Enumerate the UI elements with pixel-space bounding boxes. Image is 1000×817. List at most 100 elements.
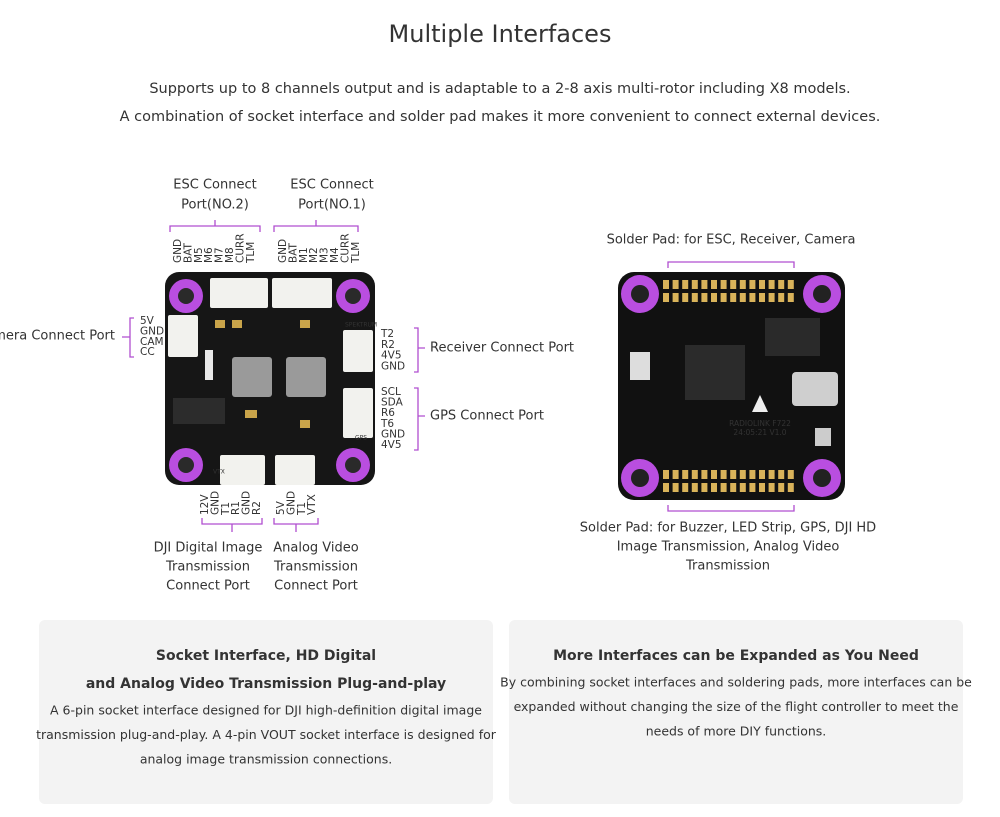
pin-label: GND bbox=[381, 360, 405, 372]
port-label: Transmission bbox=[273, 560, 358, 575]
solder-pad bbox=[759, 483, 765, 492]
pin-label: M3 bbox=[319, 247, 331, 263]
pin-label: R1 bbox=[230, 501, 242, 515]
port-label: Port(NO.2) bbox=[181, 198, 249, 213]
pin-label: TLM bbox=[350, 242, 362, 264]
pin-label: 5V bbox=[140, 315, 155, 327]
pin-label: GND bbox=[172, 239, 184, 263]
page-title: Multiple Interfaces bbox=[389, 20, 612, 48]
silkscreen: GPS bbox=[355, 435, 367, 442]
pin-label: VTX bbox=[306, 494, 318, 515]
port-label: Connect Port bbox=[274, 579, 358, 594]
port-label: ESC Connect bbox=[173, 178, 256, 193]
solder-pad bbox=[672, 293, 679, 302]
subtitle: A combination of socket interface and so… bbox=[120, 109, 881, 125]
solder-pad bbox=[749, 470, 756, 479]
solder-pad bbox=[778, 293, 785, 302]
card-text: expanded without changing the size of th… bbox=[514, 699, 959, 714]
solder-pad bbox=[663, 470, 669, 479]
solder-pad bbox=[701, 483, 708, 492]
pin-label: R6 bbox=[381, 407, 395, 419]
pin-label: M2 bbox=[308, 247, 320, 263]
pin-label: CC bbox=[140, 346, 155, 358]
pad-label: Solder Pad: for ESC, Receiver, Camera bbox=[607, 233, 856, 248]
pin-label: GND bbox=[277, 239, 289, 263]
pin-label: R2 bbox=[381, 339, 395, 351]
card-title: Socket Interface, HD Digital bbox=[156, 648, 376, 664]
solder-pad bbox=[691, 470, 698, 479]
card-text: needs of more DIY functions. bbox=[646, 724, 827, 739]
pin-label: M6 bbox=[203, 247, 215, 263]
solder-pad bbox=[749, 280, 756, 289]
pin-label: SDA bbox=[381, 397, 404, 409]
solder-pad bbox=[739, 483, 746, 492]
port-label: Port(NO.1) bbox=[298, 198, 366, 213]
solder-pad bbox=[749, 293, 756, 302]
pin-label: BAT bbox=[182, 242, 194, 263]
solder-pad bbox=[778, 470, 785, 479]
solder-pad bbox=[720, 483, 727, 492]
pin-label: 4V5 bbox=[381, 350, 402, 362]
solder-pad bbox=[682, 483, 689, 492]
port-label: Transmission bbox=[165, 560, 250, 575]
pin-label: GND bbox=[209, 491, 221, 515]
solder-pad bbox=[682, 293, 689, 302]
solder-pad bbox=[701, 470, 708, 479]
pin-label: CURR bbox=[339, 233, 351, 263]
pin-label: M1 bbox=[298, 247, 310, 263]
card bbox=[509, 620, 963, 804]
pin-label: M8 bbox=[224, 247, 236, 263]
pin-label: T6 bbox=[380, 418, 394, 430]
solder-pad bbox=[759, 293, 765, 302]
pin-label: 5V bbox=[275, 500, 287, 515]
pin-label: T1 bbox=[296, 502, 308, 516]
solder-pad bbox=[711, 470, 717, 479]
subtitle: Supports up to 8 channels output and is … bbox=[149, 81, 850, 97]
port-label: Analog Video bbox=[273, 541, 359, 556]
pin-label: CURR bbox=[234, 233, 246, 263]
solder-pad bbox=[739, 293, 746, 302]
pin-label: CAM bbox=[140, 336, 164, 348]
card-text: By combining socket interfaces and solde… bbox=[500, 675, 972, 690]
port-label: Connect Port bbox=[166, 579, 250, 594]
pin-label: GND bbox=[381, 428, 405, 440]
solder-pad bbox=[730, 280, 737, 289]
pin-label: BAT bbox=[287, 242, 299, 263]
pin-label: R2 bbox=[251, 501, 263, 515]
pad-label: Transmission bbox=[685, 559, 770, 574]
solder-pad bbox=[730, 470, 737, 479]
solder-pad bbox=[720, 280, 727, 289]
solder-pad bbox=[672, 470, 679, 479]
solder-pad bbox=[711, 280, 717, 289]
solder-pad bbox=[768, 280, 775, 289]
solder-pad bbox=[691, 293, 698, 302]
solder-pad bbox=[701, 280, 708, 289]
solder-pad bbox=[768, 293, 775, 302]
card-text: analog image transmission connections. bbox=[140, 752, 392, 767]
card bbox=[39, 620, 493, 804]
port-label: DJI Digital Image bbox=[154, 541, 263, 556]
pin-label: T2 bbox=[380, 328, 394, 340]
pin-label: M4 bbox=[329, 247, 341, 263]
pin-label: T1 bbox=[220, 502, 232, 516]
solder-pad bbox=[739, 470, 746, 479]
solder-pad bbox=[720, 470, 727, 479]
solder-pad bbox=[730, 293, 737, 302]
solder-pad bbox=[768, 470, 775, 479]
callout-brackets bbox=[122, 220, 795, 532]
solder-pad bbox=[759, 280, 765, 289]
port-label: GPS Connect Port bbox=[430, 409, 544, 424]
card-text: A 6-pin socket interface designed for DJ… bbox=[50, 703, 482, 718]
solder-pad bbox=[672, 280, 679, 289]
pin-label: GND bbox=[285, 491, 297, 515]
solder-pad bbox=[749, 483, 756, 492]
solder-pad bbox=[787, 280, 794, 289]
solder-pad bbox=[778, 483, 785, 492]
solder-pad bbox=[787, 293, 794, 302]
solder-pad bbox=[730, 483, 737, 492]
solder-pad bbox=[768, 483, 775, 492]
solder-pad bbox=[720, 293, 727, 302]
solder-pad bbox=[739, 280, 746, 289]
pin-label: 4V5 bbox=[381, 439, 402, 451]
